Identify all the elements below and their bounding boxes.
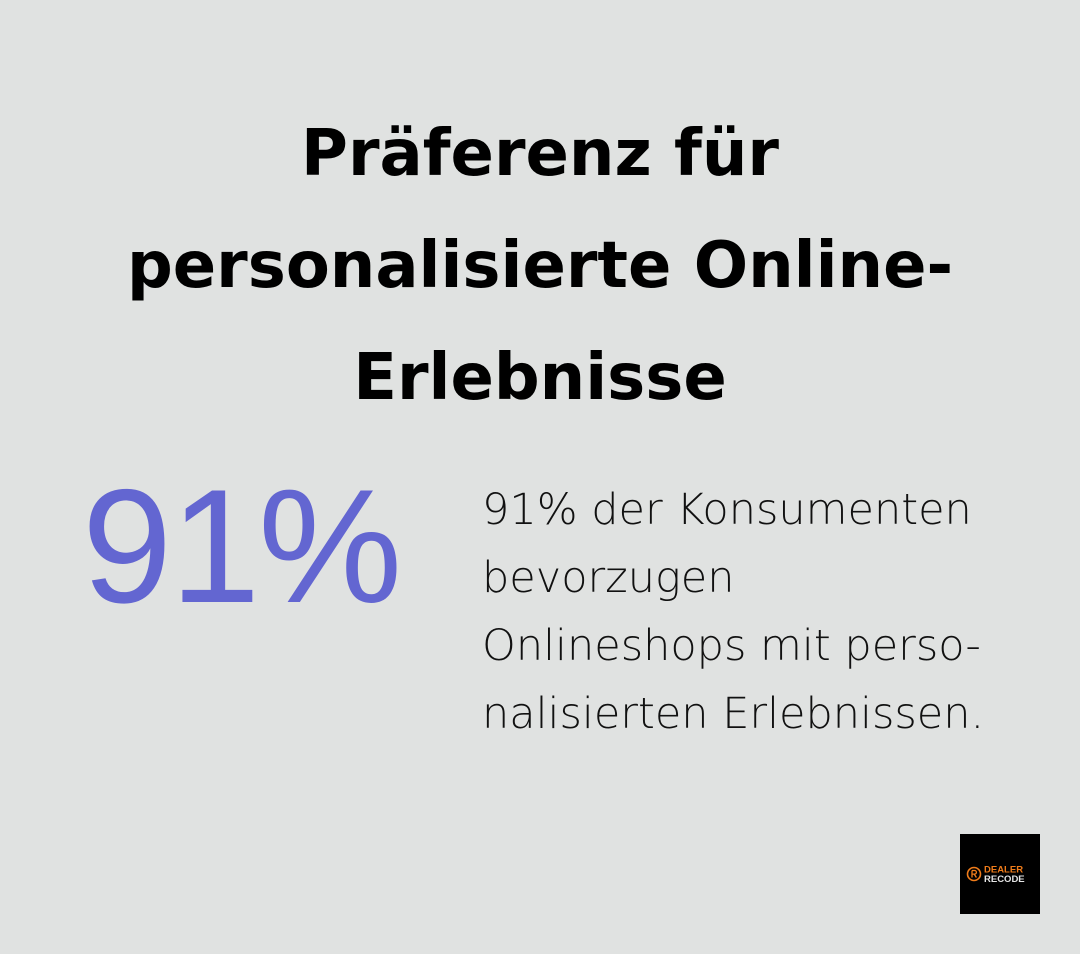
description-line: Onlineshops mit perso-	[482, 621, 981, 671]
stat-description: 91% der Konsumenten bevorzugen Onlinesho…	[482, 476, 984, 748]
dealer-recode-logo: DEALER RECODE	[960, 834, 1040, 914]
infographic-title: Präferenz für personalisierte Online- Er…	[0, 98, 1080, 434]
title-line: Präferenz für	[301, 117, 779, 191]
description-line: bevorzugen	[482, 553, 735, 603]
svg-text:DEALER: DEALER	[984, 865, 1023, 876]
description-line: nalisierten Erlebnissen.	[482, 689, 985, 739]
title-line: personalisierte Online-	[126, 229, 954, 303]
svg-text:RECODE: RECODE	[984, 874, 1025, 885]
stat-value: 91%	[82, 456, 402, 637]
title-line: Erlebnisse	[353, 341, 727, 415]
logo-r-icon	[966, 866, 982, 882]
description-line: 91% der Konsumenten	[482, 485, 972, 535]
